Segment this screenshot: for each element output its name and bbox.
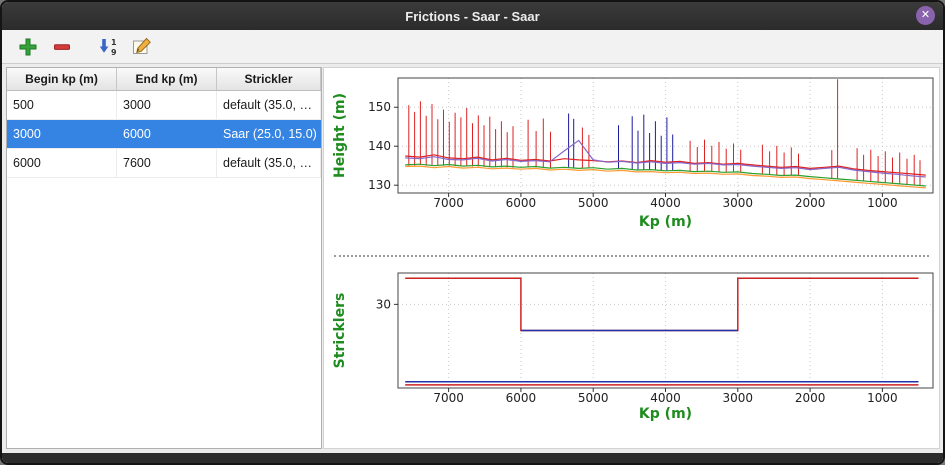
x-tick-label: 3000: [723, 391, 754, 405]
y-tick-label: 150: [368, 100, 391, 114]
x-tick-label: 2000: [795, 196, 826, 210]
end-cell: 3000: [117, 91, 217, 119]
y-axis-label: Stricklers: [332, 293, 348, 369]
table-row[interactable]: 3000 6000 Saar (25.0, 15.0): [7, 120, 321, 149]
x-tick-label: 2000: [795, 391, 826, 405]
column-header-begin-kp[interactable]: Begin kp (m): [7, 68, 117, 90]
charts-panel: 7000 6000 5000 4000 3000 2000 1000 130 140 150 Kp …: [323, 67, 940, 449]
x-tick-label: 6000: [506, 196, 537, 210]
strickler-cell: Saar (25.0, 15.0): [217, 120, 321, 148]
add-button[interactable]: [14, 33, 41, 60]
sort-button[interactable]: 1 9: [94, 33, 121, 60]
series: [405, 277, 919, 386]
table-row[interactable]: 500 3000 default (35.0, …: [7, 91, 321, 120]
begin-cell: 6000: [7, 149, 117, 177]
y-tick-label: 30: [376, 297, 391, 311]
x-tick-label: 5000: [578, 391, 609, 405]
x-axis-label: Kp (m): [639, 406, 692, 422]
water-level-line: [405, 139, 926, 178]
x-tick-label: 7000: [433, 196, 464, 210]
strickler-cell: default (35.0, …: [217, 91, 321, 119]
axes: 7000 6000 5000 4000 3000 2000 1000 130 140 150: [368, 100, 898, 210]
x-tick-label: 7000: [433, 391, 464, 405]
edit-button[interactable]: [128, 33, 155, 60]
table-body: 500 3000 default (35.0, … 3000 6000 Saar (25.…: [7, 91, 321, 178]
x-tick-label: 4000: [650, 391, 681, 405]
sort-ascending-icon: 1 9: [99, 38, 117, 57]
y-tick-label: 140: [368, 139, 391, 153]
window-footer: [2, 453, 943, 463]
strickler-cell: default (35.0, …: [217, 149, 321, 177]
stricklers-chart[interactable]: 7000 6000 5000 4000 3000 2000 1000 30 Kp (m) Stri…: [324, 260, 943, 443]
x-tick-label: 1000: [867, 391, 898, 405]
column-header-strickler[interactable]: Strickler: [217, 68, 321, 90]
svg-text:9: 9: [111, 48, 117, 57]
column-header-end-kp[interactable]: End kp (m): [117, 68, 217, 90]
begin-cell: 500: [7, 91, 117, 119]
titlebar[interactable]: Frictions - Saar - Saar ✕: [2, 2, 943, 30]
end-cell: 7600: [117, 149, 217, 177]
svg-text:1: 1: [111, 38, 117, 47]
table-header: Begin kp (m) End kp (m) Strickler: [7, 68, 321, 91]
plus-icon: [19, 38, 36, 55]
x-axis-label: Kp (m): [639, 214, 692, 230]
y-axis-label: Height (m): [332, 93, 348, 178]
chart-splitter[interactable]: [334, 255, 929, 257]
axes: 7000 6000 5000 4000 3000 2000 1000 30: [376, 297, 898, 405]
x-tick-label: 3000: [723, 196, 754, 210]
lower-bed-line: [405, 165, 926, 189]
height-profile-chart[interactable]: 7000 6000 5000 4000 3000 2000 1000 130 140 150 Kp …: [324, 68, 943, 254]
remove-button[interactable]: [48, 33, 75, 60]
series: [405, 79, 926, 189]
bed-elevation-line: [405, 163, 926, 187]
close-icon: ✕: [920, 9, 931, 21]
minus-icon: [53, 43, 70, 50]
begin-cell: 3000: [7, 120, 117, 148]
frictions-table: Begin kp (m) End kp (m) Strickler 500 300…: [6, 67, 322, 449]
x-tick-label: 5000: [578, 196, 609, 210]
water-level-max-line: [405, 154, 926, 176]
x-tick-label: 4000: [650, 196, 681, 210]
x-tick-label: 6000: [506, 391, 537, 405]
end-cell: 6000: [117, 120, 217, 148]
table-row[interactable]: 6000 7600 default (35.0, …: [7, 149, 321, 178]
edit-icon: [132, 37, 151, 54]
window-title: Frictions - Saar - Saar: [405, 8, 540, 24]
close-button[interactable]: ✕: [916, 6, 935, 25]
y-tick-label: 130: [368, 178, 391, 192]
toolbar: 1 9: [2, 30, 943, 64]
x-tick-label: 1000: [867, 196, 898, 210]
